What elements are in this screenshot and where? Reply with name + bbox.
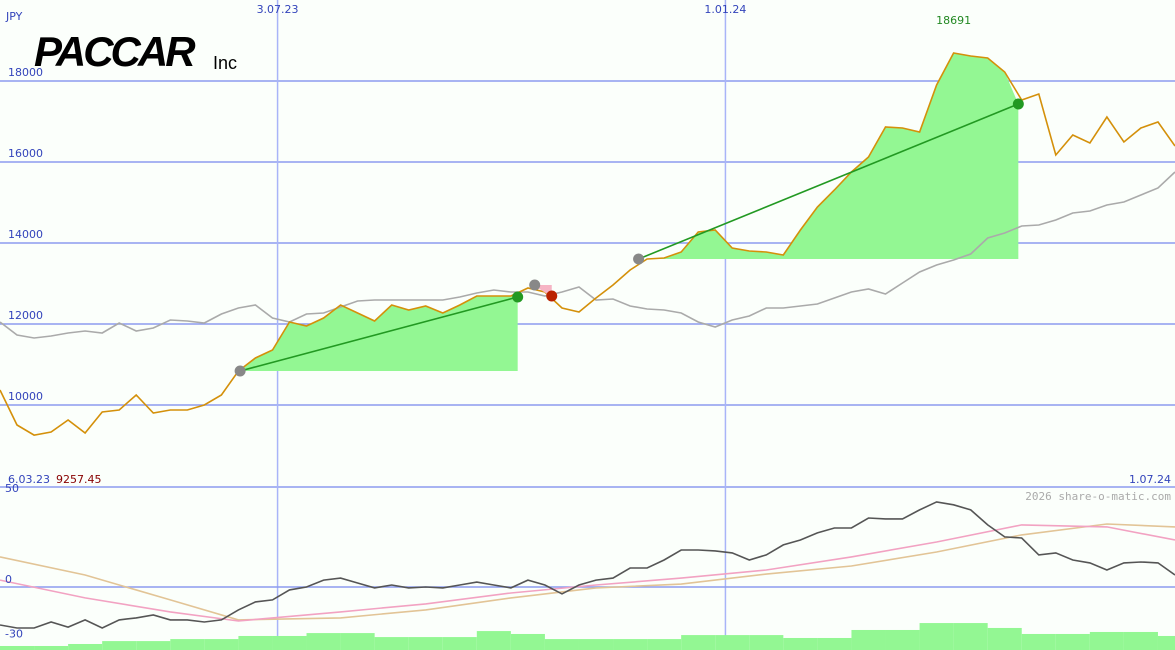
y-tick-label: 10000 bbox=[8, 390, 43, 403]
volume-bar bbox=[340, 633, 375, 650]
max-label: 18691 bbox=[936, 14, 971, 27]
volume-bar bbox=[476, 631, 511, 650]
trade-area bbox=[638, 53, 1019, 259]
volume-bar bbox=[1021, 633, 1056, 650]
volume-bar bbox=[102, 641, 137, 650]
volume-bar bbox=[1089, 631, 1124, 650]
y-tick-label: 50 bbox=[5, 482, 19, 495]
volume-bar bbox=[1123, 631, 1158, 650]
trade-exit bbox=[1012, 98, 1024, 110]
series-line bbox=[0, 523, 1175, 621]
volume-bar bbox=[34, 645, 69, 650]
series-line bbox=[0, 501, 1175, 629]
trade-line bbox=[638, 103, 1019, 260]
volume-bar bbox=[0, 645, 35, 650]
volume-bar bbox=[306, 633, 341, 650]
logo-suffix: Inc bbox=[213, 53, 237, 73]
volume-bar bbox=[510, 633, 545, 650]
volume-bar bbox=[204, 639, 239, 650]
volume-bar bbox=[238, 635, 273, 650]
volume-bar bbox=[272, 635, 307, 650]
trade-line bbox=[239, 296, 518, 372]
volume-bar bbox=[715, 635, 750, 650]
y-tick-label: 0 bbox=[5, 573, 12, 586]
volume-bar bbox=[783, 637, 818, 650]
credit: 2026 share-o-matic.com bbox=[1025, 490, 1171, 503]
trade-exit bbox=[512, 291, 524, 303]
series-line bbox=[0, 52, 1175, 436]
volume-bar bbox=[1157, 635, 1175, 650]
volume-bar bbox=[851, 629, 886, 650]
y-tick-label: -30 bbox=[5, 628, 23, 641]
label-layer: PACCAR Inc JPY 6.03.23 1.07.24 2026 shar… bbox=[5, 3, 1171, 641]
y-tick-label: 14000 bbox=[8, 228, 43, 241]
volume-bar bbox=[953, 623, 988, 650]
trade-exit bbox=[546, 290, 558, 302]
volume-bar bbox=[544, 639, 579, 650]
volume-bar bbox=[578, 639, 614, 650]
volume-bar bbox=[136, 641, 171, 650]
y-tick-label: 16000 bbox=[8, 147, 43, 160]
volume-bar bbox=[647, 639, 682, 650]
trade-entry bbox=[234, 365, 246, 377]
y-axis-label: JPY bbox=[5, 10, 23, 23]
volume-bar bbox=[817, 637, 852, 650]
volume-bar bbox=[885, 629, 920, 650]
trade-entry bbox=[529, 279, 541, 291]
volume-bar bbox=[68, 643, 103, 650]
y-tick-label: 18000 bbox=[8, 66, 43, 79]
start-date: 6.03.23 bbox=[8, 473, 50, 486]
logo: PACCAR bbox=[34, 28, 196, 75]
plot-layer bbox=[0, 52, 1175, 650]
volume-bar bbox=[170, 639, 205, 650]
volume-bar bbox=[749, 635, 784, 650]
volume-bar bbox=[919, 623, 954, 650]
volume-bar bbox=[408, 637, 443, 650]
y-tick-label: 12000 bbox=[8, 309, 43, 322]
end-date: 1.07.24 bbox=[1129, 473, 1171, 486]
volume-bar bbox=[442, 637, 477, 650]
x-tick-label: 3.07.23 bbox=[257, 3, 299, 16]
trade-entry bbox=[633, 253, 645, 265]
volume-bar bbox=[681, 635, 716, 650]
volume-bar bbox=[613, 639, 648, 650]
volume-bar bbox=[987, 627, 1022, 650]
min-label: 9257.45 bbox=[56, 473, 102, 486]
series-line bbox=[0, 171, 1175, 339]
volume-bar bbox=[374, 637, 409, 650]
volume-bar bbox=[1055, 633, 1090, 650]
x-tick-label: 1.01.24 bbox=[704, 3, 746, 16]
series-line bbox=[0, 524, 1175, 622]
